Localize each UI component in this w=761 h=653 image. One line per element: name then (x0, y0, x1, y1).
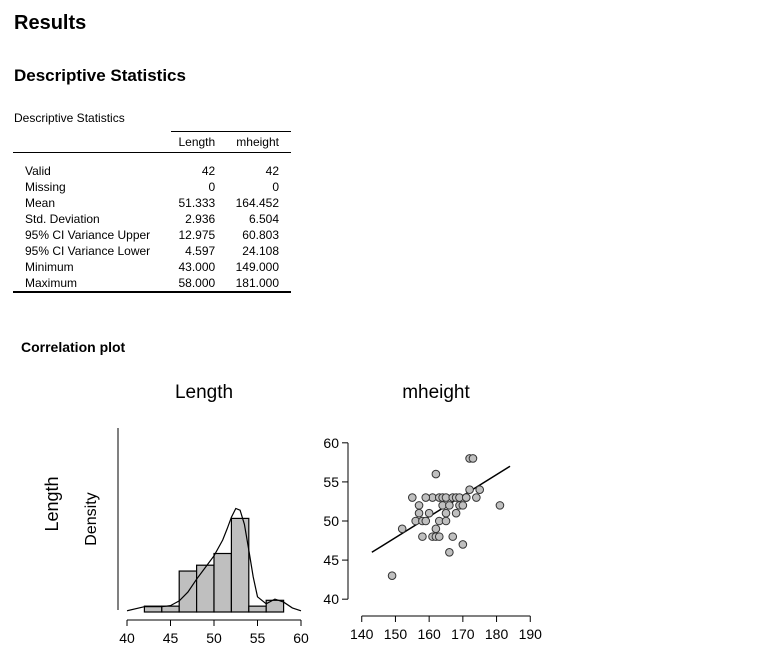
cell-length: 2.936 (185, 212, 216, 226)
scatter-point (468, 454, 478, 463)
row-label: 95% CI Variance Upper (25, 228, 151, 242)
cell-length: 4.597 (185, 244, 216, 258)
histogram-x-tick-label: 50 (206, 630, 222, 646)
cell-mheight: 60.803 (242, 228, 279, 242)
density-curve (126, 507, 302, 612)
scatter-y-tick-label: 40 (323, 591, 339, 607)
table-row: Valid 42 42 (13, 163, 291, 179)
cell-mheight: 6.504 (248, 212, 279, 226)
scatter-point (461, 493, 471, 502)
scatter-point (475, 485, 485, 495)
row-label-length: Length (42, 476, 62, 531)
histogram-bar (196, 564, 215, 613)
cell-mheight: 149.000 (235, 260, 279, 274)
scatter-point (451, 508, 461, 518)
scatter-point (465, 485, 474, 495)
table-header-blank (13, 131, 172, 153)
table-caption: Descriptive Statistics (14, 111, 125, 125)
cell-length: 12.975 (178, 228, 216, 242)
table-row: Missing 0 0 (13, 179, 291, 195)
table-row: 95% CI Variance Upper 12.975 60.803 (13, 227, 291, 243)
histogram-x-tick-label: 40 (119, 630, 135, 646)
row-label: Missing (25, 180, 66, 194)
col-title-mheight: mheight (402, 382, 470, 403)
histogram-x-tick-label: 45 (163, 630, 179, 646)
row-label: Std. Deviation (25, 212, 100, 226)
results-title: Results (14, 12, 87, 34)
section-title: Descriptive Statistics (14, 66, 186, 85)
table-header-length: Length (171, 131, 228, 153)
density-axis-label: Density (83, 492, 100, 545)
scatter-point (431, 469, 441, 479)
table-row: 95% CI Variance Lower 4.597 24.108 (13, 243, 291, 259)
col-title-length: Length (175, 382, 233, 403)
scatter-point (421, 516, 431, 526)
scatter-point (397, 524, 407, 534)
cell-mheight: 42 (265, 164, 279, 178)
scatter-point (431, 524, 441, 534)
scatter-point (472, 493, 481, 502)
scatter-plot: 40 45 50 55 60 140 150 160 170 180 190 (323, 435, 542, 642)
histogram: 40 45 50 55 60 (119, 507, 309, 646)
scatter-y-tick-label: 55 (323, 474, 339, 490)
scatter-point (414, 508, 424, 518)
row-label: Minimum (25, 260, 74, 274)
scatter-x-tick-label: 180 (485, 626, 509, 642)
cell-length: 42 (201, 164, 216, 178)
row-label: Valid (25, 164, 51, 178)
scatter-point (414, 501, 424, 510)
scatter-x-tick-label: 140 (350, 626, 374, 642)
cell-mheight: 0 (272, 180, 279, 194)
cell-mheight: 24.108 (242, 244, 279, 258)
row-label: 95% CI Variance Lower (25, 244, 151, 258)
scatter-y-tick-label: 50 (323, 513, 339, 529)
scatter-point (441, 508, 451, 518)
scatter-point (448, 532, 458, 541)
scatter-point (441, 516, 451, 526)
cell-length: 58.000 (171, 275, 228, 293)
table-row: Std. Deviation 2.936 6.504 (13, 211, 291, 227)
scatter-point (424, 508, 434, 518)
scatter-y-tick-label: 60 (323, 435, 339, 451)
table-spacer-row (13, 153, 291, 164)
correlation-plot: Length mheight Length Density 40 45 50 55 60… (42, 382, 542, 646)
scatter-point (407, 493, 417, 502)
scatter-x-tick-label: 160 (417, 626, 441, 642)
histogram-bar (230, 517, 250, 613)
table-row: Mean 51.333 164.452 (13, 195, 291, 211)
scatter-point (421, 493, 431, 502)
scatter-point (445, 501, 454, 510)
descriptive-statistics-table: Length mheight Valid 42 42 Missing 0 0 M… (13, 131, 291, 293)
cell-length: 43.000 (178, 260, 216, 274)
histogram-bar (161, 605, 180, 613)
histogram-bar (213, 552, 232, 613)
table-header-mheight: mheight (227, 131, 291, 153)
scatter-point (434, 532, 444, 541)
histogram-x-tick-label: 60 (293, 630, 309, 646)
table-row: Maximum 58.000 181.000 (13, 275, 291, 293)
histogram-bar (265, 599, 285, 613)
cell-length: 51.333 (178, 196, 216, 210)
histogram-x-tick-label: 55 (250, 630, 266, 646)
correlation-plot-title: Correlation plot (21, 339, 126, 355)
scatter-y-tick-label: 45 (323, 552, 339, 568)
scatter-point (458, 540, 468, 549)
scatter-x-tick-label: 190 (519, 626, 543, 642)
scatter-point (387, 571, 397, 581)
row-label: Mean (25, 196, 56, 210)
cell-mheight: 181.000 (227, 275, 291, 293)
scatter-point (458, 501, 468, 510)
scatter-point (418, 532, 427, 541)
scatter-point (495, 501, 505, 510)
table-header-row: Length mheight (13, 131, 291, 153)
cell-mheight: 164.452 (235, 196, 279, 210)
scatter-point (445, 547, 454, 557)
table-row: Minimum 43.000 149.000 (13, 259, 291, 275)
scatter-x-tick-label: 170 (451, 626, 475, 642)
cell-length: 0 (208, 180, 216, 194)
scatter-x-tick-label: 150 (384, 626, 408, 642)
row-label: Maximum (13, 275, 172, 293)
histogram-bar (248, 605, 267, 613)
